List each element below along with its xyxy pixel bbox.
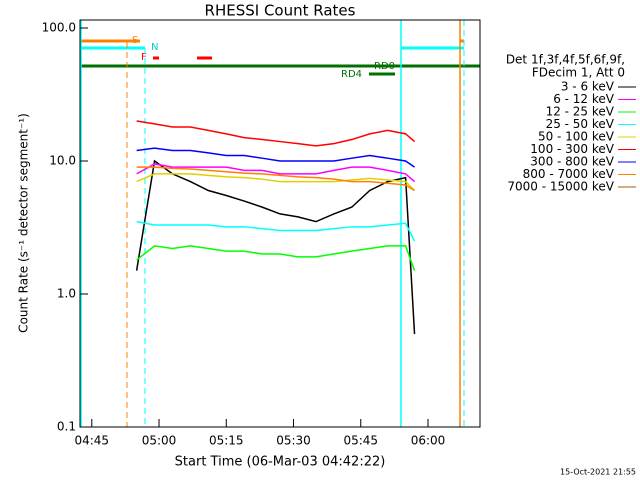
flags: S N F RD0 RD4 [80,20,480,427]
x-tick-label: 05:45 [343,434,378,448]
legend-header: FDecim 1, Att 0 [532,66,625,80]
plot-frame [79,19,481,428]
series-line [136,147,415,168]
flag-label: RD0 [374,61,395,72]
y-tick-label: 0.1 [57,420,76,434]
legend-label: 800 - 7000 keV [523,167,615,181]
series-line [136,245,416,271]
flag-label: RD4 [341,69,362,80]
legend-label: 6 - 12 keV [553,92,615,106]
x-tick-label: 05:15 [209,434,244,448]
series-line [135,159,416,335]
legend-label: 25 - 50 keV [546,117,615,131]
series-line [136,220,416,242]
legend-label: 100 - 300 keV [530,142,614,156]
series-line [136,120,416,147]
flag-label: S [132,35,138,46]
timestamp: 15-Oct-2021 21:55 [560,468,636,477]
y-tick-label: 1.0 [57,287,76,301]
x-tick-label: 05:00 [142,434,177,448]
legend-label: 300 - 800 keV [530,155,614,169]
chart-title: RHESSI Count Rates [205,2,356,20]
legend-label: 7000 - 15000 keV [507,180,614,194]
flag-label: N [151,42,158,53]
x-tick-label: 06:00 [411,434,446,448]
series-line [136,163,416,183]
x-axis-label: Start Time (06-Mar-03 04:42:22) [175,455,386,470]
legend-label: 50 - 100 keV [538,130,615,144]
y-axis-label: Count Rate (s⁻¹ detector segment⁻¹) [17,113,31,333]
legend-label: 12 - 25 keV [546,105,615,119]
legend-header: Det 1f,3f,4f,5f,6f,9f, [506,53,625,67]
x-tick-label: 04:45 [74,434,109,448]
y-tick-label: 10.0 [49,154,76,168]
series-line [136,173,416,192]
x-tick-label: 05:30 [276,434,311,448]
flag-label: F [141,52,147,63]
legend-label: 3 - 6 keV [561,80,615,94]
y-tick-label: 100.0 [42,21,76,35]
series-line [136,166,415,192]
